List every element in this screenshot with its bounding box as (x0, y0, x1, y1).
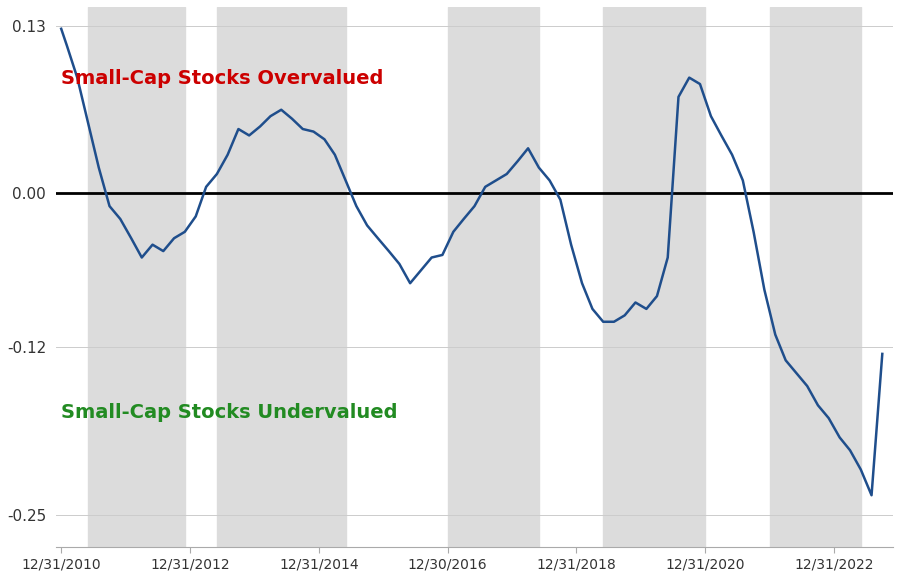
Bar (448, 7, 539, 547)
Text: Small-Cap Stocks Undervalued: Small-Cap Stocks Undervalued (61, 403, 398, 422)
Bar (217, 7, 346, 547)
Text: Small-Cap Stocks Overvalued: Small-Cap Stocks Overvalued (61, 69, 383, 88)
Bar (88, 7, 184, 547)
Bar (603, 7, 706, 547)
Bar (770, 7, 860, 547)
